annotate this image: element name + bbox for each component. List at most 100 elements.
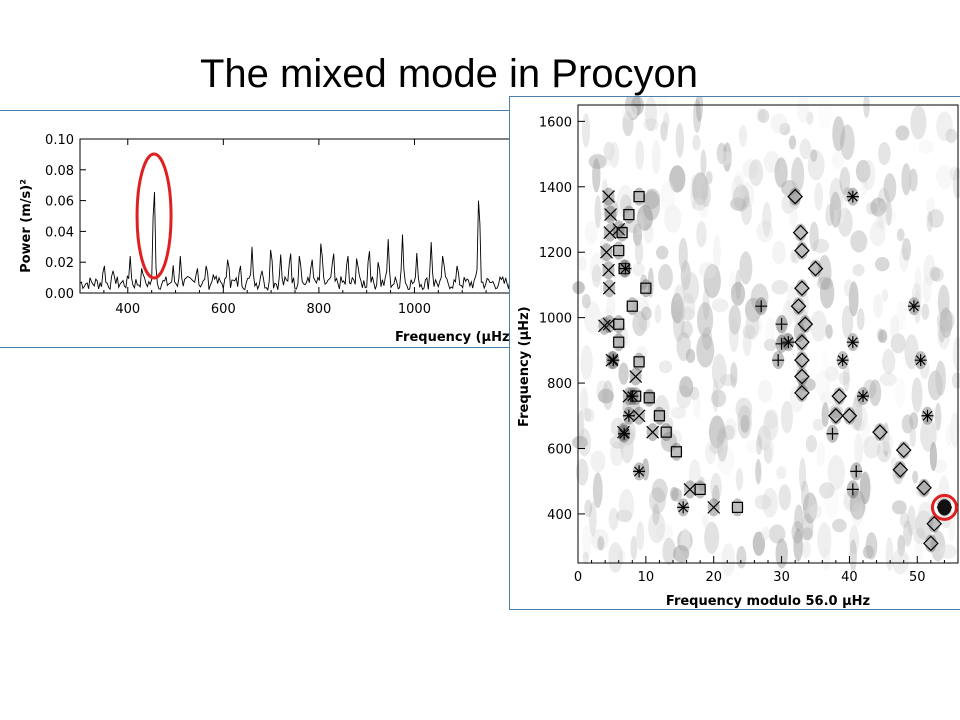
- x-axis-title: Frequency (μHz): [395, 330, 516, 345]
- background-blob: [775, 538, 788, 569]
- background-blob: [762, 202, 772, 238]
- background-blob: [839, 166, 851, 195]
- asterisk-marker: [907, 300, 920, 313]
- background-blob: [735, 468, 744, 491]
- series-asterisk: [607, 187, 934, 517]
- background-blob: [789, 205, 798, 228]
- background-blob: [671, 300, 686, 324]
- diamond-marker: [797, 316, 814, 333]
- asterisk-marker: [921, 409, 934, 422]
- background-blob: [849, 490, 866, 520]
- background-blob: [816, 276, 834, 290]
- x-tick-label: 30: [773, 570, 790, 585]
- background-blob: [742, 159, 759, 179]
- background-blob: [602, 204, 617, 220]
- y-tick-label: 1600: [539, 115, 572, 130]
- background-blob: [696, 221, 707, 248]
- x-tick-label: 10: [638, 570, 655, 585]
- background-blob: [635, 140, 645, 170]
- background-blob: [810, 310, 828, 342]
- background-blob: [883, 173, 897, 203]
- y-tick-label: 0.10: [45, 133, 74, 148]
- background-blob: [782, 300, 794, 327]
- background-blob: [632, 223, 643, 247]
- mixed-mode-highlight-ellipse: [135, 152, 173, 280]
- background-blob: [643, 118, 659, 132]
- background-blob: [575, 458, 589, 486]
- background-blob: [641, 306, 652, 321]
- mode-power-blob: [612, 315, 625, 334]
- background-blob: [891, 500, 907, 515]
- background-blob: [778, 484, 791, 511]
- background-blob: [649, 487, 666, 514]
- background-blob: [840, 124, 855, 160]
- background-blob: [860, 177, 868, 195]
- background-blob: [825, 366, 839, 382]
- background-blob: [881, 289, 889, 302]
- background-blob: [580, 344, 593, 380]
- background-blob: [618, 549, 626, 563]
- background-blob: [928, 209, 944, 228]
- background-blob: [713, 234, 721, 270]
- background-blob: [616, 509, 633, 522]
- background-blob: [590, 450, 606, 473]
- y-tick-label: 1000: [539, 312, 572, 327]
- background-blob: [829, 404, 843, 419]
- x-tick-label: 600: [211, 302, 236, 317]
- diamond-marker: [923, 535, 939, 552]
- background-blob: [796, 94, 810, 123]
- background-blob: [913, 527, 926, 545]
- background-blob: [630, 535, 638, 561]
- background-blob: [679, 376, 694, 398]
- asterisk-marker: [677, 501, 690, 514]
- background-blob: [730, 362, 738, 388]
- background-blob: [588, 154, 607, 169]
- background-blob: [897, 534, 905, 557]
- background-blob: [770, 113, 788, 134]
- background-blob: [825, 324, 833, 339]
- x-marker: [683, 482, 697, 496]
- diamond-marker: [787, 188, 803, 205]
- background-blob: [635, 214, 644, 235]
- background-blob: [791, 157, 805, 193]
- background-blob: [911, 377, 923, 413]
- background-blob: [774, 157, 788, 188]
- asterisk-marker: [619, 262, 632, 275]
- square-marker: [660, 426, 672, 438]
- plus-marker: [846, 483, 859, 496]
- plus-marker: [850, 465, 863, 478]
- background-blob: [822, 547, 831, 571]
- background-blob: [918, 140, 934, 154]
- background-blob: [801, 513, 814, 541]
- background-blob: [885, 199, 892, 226]
- background-blob: [589, 501, 597, 537]
- background-blob: [873, 293, 884, 318]
- background-blob: [920, 418, 937, 452]
- background-blob: [729, 318, 739, 353]
- background-blob: [718, 151, 732, 166]
- background-blob: [789, 385, 804, 413]
- background-blob: [869, 379, 882, 407]
- background-blob: [855, 159, 871, 183]
- background-blob: [771, 279, 789, 295]
- background-blob: [832, 116, 845, 152]
- power-spectrum-chart: 0.00 0.02 0.04 0.06 0.08 0.10 400 600 800 1000 Fre…: [19, 133, 516, 345]
- background-blob: [657, 517, 665, 533]
- background-blob: [740, 181, 755, 208]
- background-blob: [644, 390, 655, 405]
- background-blob: [878, 201, 887, 230]
- background-blob: [863, 545, 874, 559]
- background-blob: [632, 262, 645, 277]
- background-blob: [702, 514, 709, 529]
- square-marker: [670, 446, 682, 458]
- background-blob: [709, 441, 723, 454]
- background-blob: [903, 520, 913, 547]
- background-blob: [798, 377, 816, 392]
- background-blob: [685, 349, 696, 363]
- background-blob: [658, 264, 673, 291]
- background-blob: [923, 254, 936, 286]
- background-blob: [708, 415, 726, 449]
- background-blob: [814, 182, 824, 211]
- background-blob: [949, 166, 960, 181]
- background-blob: [758, 109, 770, 124]
